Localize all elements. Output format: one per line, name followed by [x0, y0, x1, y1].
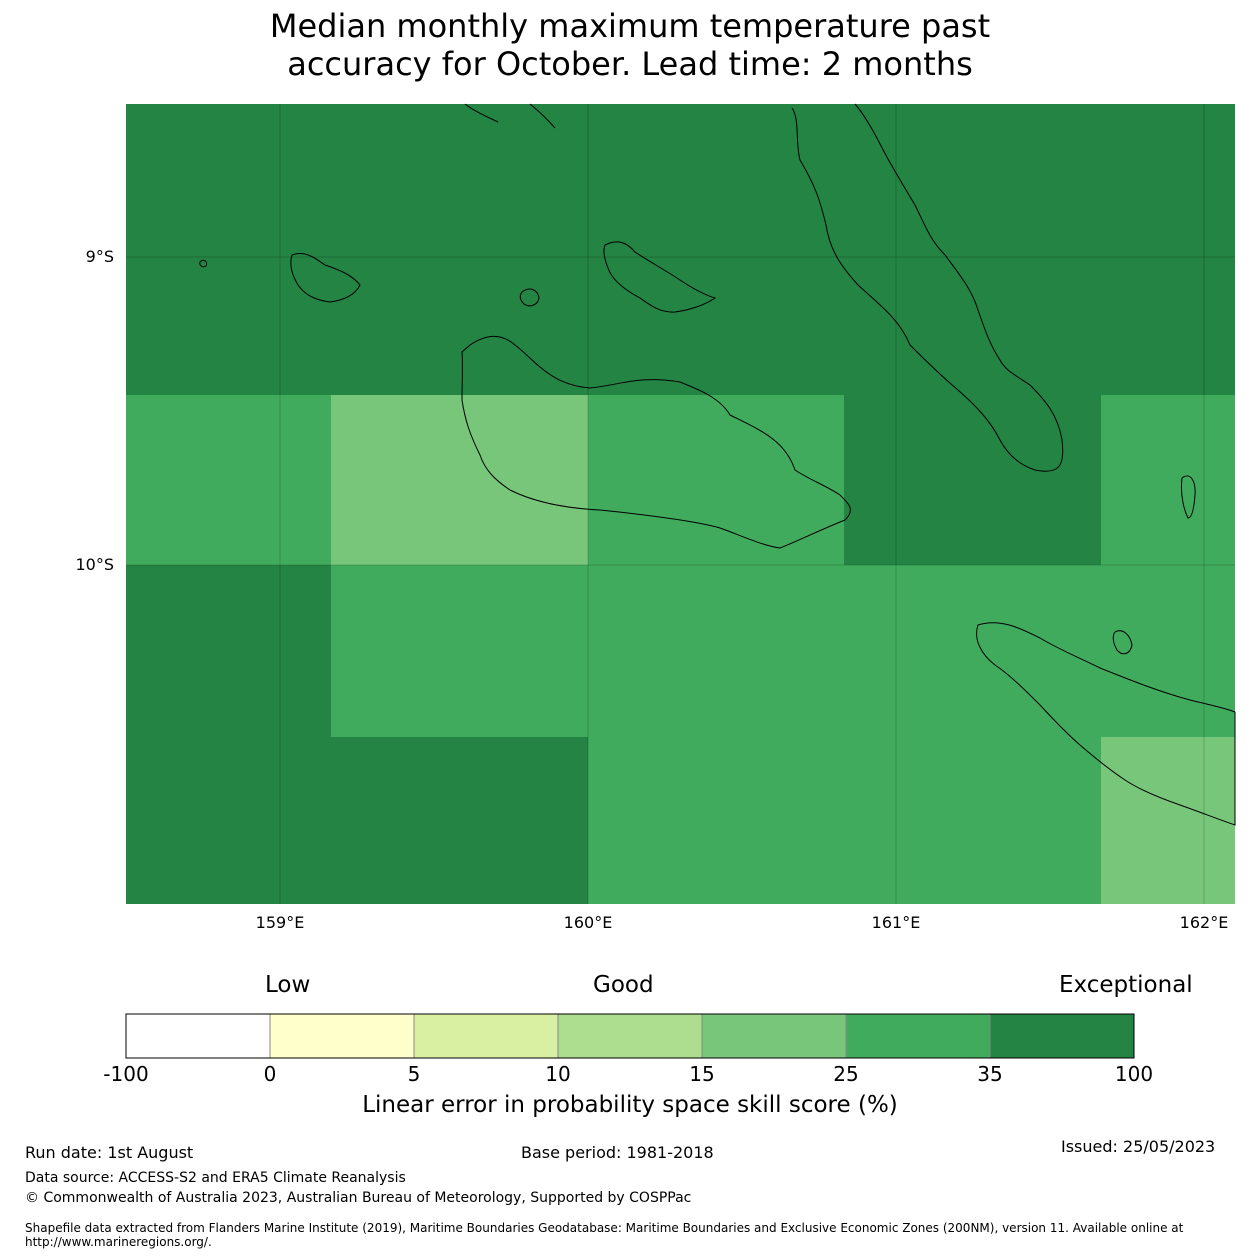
grid-cell [1101, 395, 1235, 565]
colorbar-segment [701, 1013, 847, 1059]
colorbar-category-good: Good [593, 972, 654, 998]
colorbar-tick: 100 [1114, 1062, 1154, 1086]
colorbar-segment [557, 1013, 703, 1059]
data-source: Data source: ACCESS-S2 and ERA5 Climate … [25, 1170, 406, 1186]
lon-label-161e: 161°E [871, 913, 921, 932]
coastlines [199, 103, 1236, 826]
colorbar-segment [845, 1013, 991, 1059]
colorbar-frame [125, 1013, 1135, 1059]
chart-title-line2: accuracy for October. Lead time: 2 month… [287, 45, 973, 83]
lon-label-160e: 160°E [563, 913, 613, 932]
grid-cell [331, 395, 588, 565]
colorbar-tick: 25 [833, 1062, 859, 1086]
lon-label-159e: 159°E [255, 913, 305, 932]
grid-cell [331, 565, 588, 737]
colorbar-label: Linear error in probability space skill … [362, 1092, 898, 1118]
colorbar-tick: 10 [545, 1062, 571, 1086]
coastline-florida-islands [603, 241, 717, 313]
run-date: Run date: 1st August [25, 1143, 194, 1162]
colorbar-segment [125, 1013, 271, 1059]
coastline-ulawa [1181, 475, 1196, 519]
chart-title-line1: Median monthly maximum temperature past [269, 7, 991, 45]
coastline-russell-islands [290, 252, 361, 303]
colorbar-tick: 15 [689, 1062, 715, 1086]
grid-cell [844, 395, 1101, 565]
colorbar-category-exceptional: Exceptional [1059, 972, 1193, 998]
colorbar-tick: 35 [977, 1062, 1003, 1086]
grid-cell [126, 395, 331, 565]
graticule [126, 104, 1235, 904]
colorbar-segment [413, 1013, 559, 1059]
issued-date: Issued: 25/05/2023 [1061, 1137, 1216, 1156]
shapefile-credit: Shapefile data extracted from Flanders M… [25, 1221, 1184, 1249]
colorbar-tick: -100 [103, 1062, 149, 1086]
colorbar-tick: 0 [263, 1062, 277, 1086]
grid-cell [588, 395, 844, 565]
colorbar-category-low: Low [265, 972, 311, 998]
grid-cell [126, 565, 331, 904]
coastline-savo [519, 288, 540, 307]
lat-label-10s: 10°S [75, 555, 114, 574]
grid-cell [126, 104, 1235, 395]
coastline-guadalcanal [461, 335, 851, 549]
colorbar-tick: 5 [407, 1062, 421, 1086]
coastline-makira [976, 622, 1236, 826]
lon-label-162e: 162°E [1179, 913, 1229, 932]
skill-grid [126, 104, 1235, 904]
coastline-north-islet [464, 103, 556, 129]
colorbar-segment [989, 1013, 1135, 1059]
grid-cell [331, 737, 588, 904]
lat-label-9s: 9°S [85, 247, 114, 266]
base-period: Base period: 1981-2018 [521, 1143, 714, 1162]
grid-cell [1101, 737, 1235, 904]
coastline-ugi [1112, 630, 1133, 655]
colorbar [125, 1013, 1135, 1059]
coastline-malaita [791, 103, 1064, 472]
coastline-small-islet [199, 259, 207, 268]
copyright: © Commonwealth of Australia 2023, Austra… [25, 1190, 692, 1206]
colorbar-segment [269, 1013, 415, 1059]
